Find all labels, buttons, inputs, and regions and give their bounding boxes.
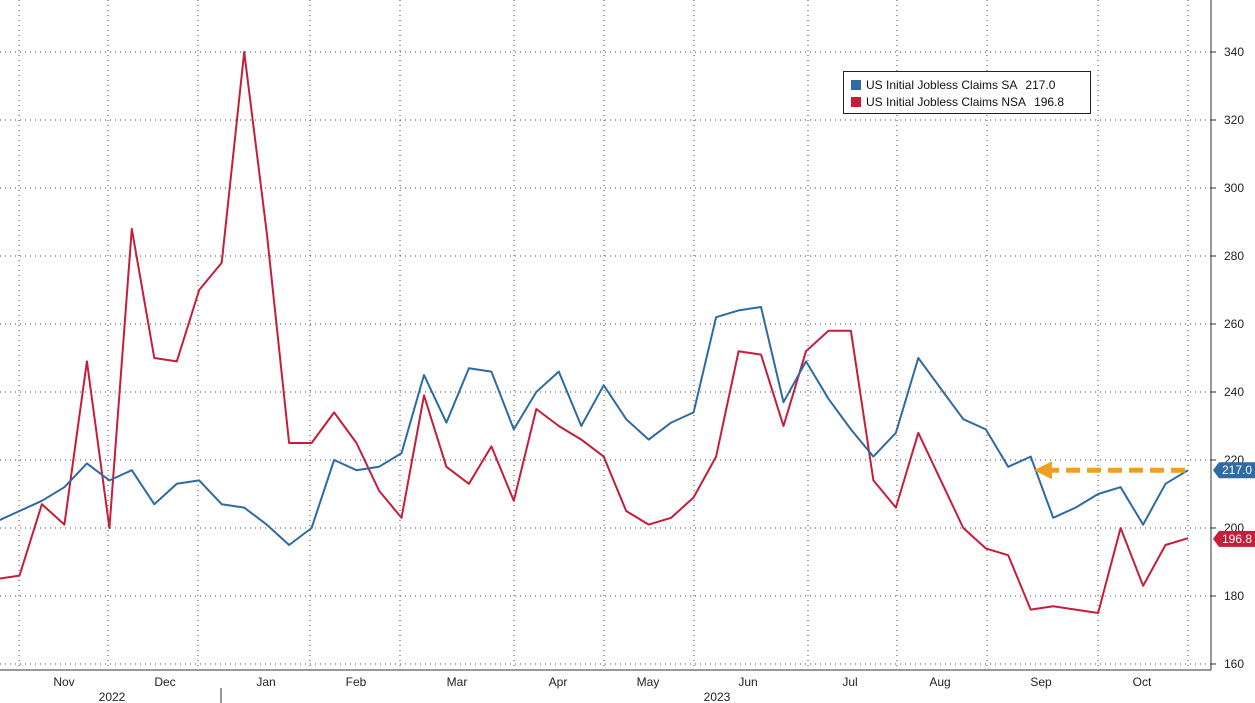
legend-item-sa: US Initial Jobless Claims SA 217.0 [851,76,1084,93]
last-value-label-sa: 217.0 [1222,463,1252,477]
annotation-arrow [1034,461,1185,480]
x-tick-label: Sep [1030,675,1052,689]
x-tick-label: Oct [1133,675,1152,689]
legend-item-nsa: US Initial Jobless Claims NSA 196.8 [851,93,1084,110]
annotation-arrowhead [1034,461,1052,480]
x-tick-label: Apr [549,675,568,689]
x-tick-label: Nov [53,675,74,689]
legend-value-sa: 217.0 [1025,77,1056,92]
series-line-nsa [0,51,1189,614]
x-tick-label: Mar [447,675,468,689]
x-tick-label: Dec [154,675,175,689]
last-value-tag-nsa [1213,530,1255,547]
axes [0,0,1216,703]
y-tick-label: 280 [1224,249,1244,263]
y-tick-label: 180 [1224,589,1244,603]
x-year-label: 2022 [99,690,126,703]
y-tick-label: 340 [1224,45,1244,59]
y-tick-label: 160 [1224,657,1244,671]
y-tick-label: 300 [1224,181,1244,195]
y-tick-label: 320 [1224,113,1244,127]
x-tick-label: Aug [929,675,950,689]
x-tick-label: Feb [346,675,367,689]
series-lines [0,51,1189,614]
series-line-sa [0,306,1189,546]
x-tick-label: May [637,675,660,689]
legend-label-sa: US Initial Jobless Claims SA [866,77,1018,92]
last-value-label-nsa: 196.8 [1222,532,1252,546]
legend-value-nsa: 196.8 [1034,94,1065,109]
legend-swatch-nsa [851,96,861,107]
legend: US Initial Jobless Claims SA 217.0 US In… [843,71,1091,114]
x-year-label: 2023 [704,690,731,703]
x-tick-label: Jan [256,675,275,689]
y-tick-label: 260 [1224,317,1244,331]
x-tick-label: Jul [842,675,857,689]
legend-swatch-sa [851,79,861,90]
legend-label-nsa: US Initial Jobless Claims NSA [866,94,1027,109]
last-value-tag-sa [1213,462,1255,479]
x-tick-label: Jun [738,675,757,689]
y-tick-label: 240 [1224,385,1244,399]
